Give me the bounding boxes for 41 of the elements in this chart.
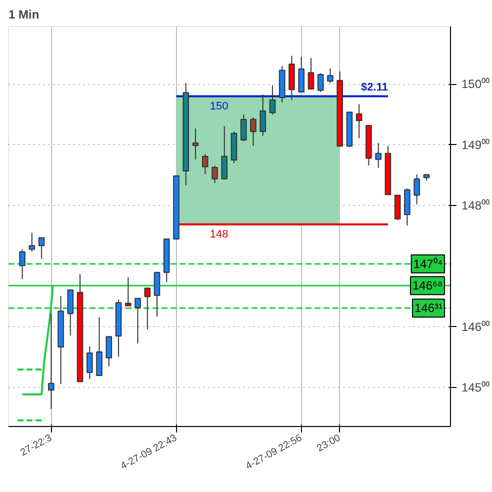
candlestick xyxy=(240,114,247,142)
candlestick xyxy=(394,194,401,221)
ref-line-label: 147⁰⁴ xyxy=(413,256,443,271)
ref-line-label: 146³¹ xyxy=(414,301,443,316)
candlestick xyxy=(67,289,74,336)
series-label: 148 xyxy=(210,228,228,240)
candlestick xyxy=(356,104,362,139)
candlestick xyxy=(48,313,54,410)
candlestick xyxy=(221,126,228,180)
candlestick xyxy=(212,165,218,184)
x-tick-label: 23:00 xyxy=(315,432,343,454)
candlestick xyxy=(375,142,382,168)
candlestick xyxy=(134,298,141,344)
candlestick xyxy=(327,68,334,84)
candlestick xyxy=(269,84,276,116)
candlestick xyxy=(19,248,26,280)
y-tick-label: 148⁰⁰ xyxy=(462,198,490,213)
candlestick xyxy=(414,174,420,205)
candlestick xyxy=(28,232,36,252)
ref-line-label: 146⁶⁸ xyxy=(412,278,443,293)
series-label: 150 xyxy=(210,100,228,112)
chart-title: 1 Min xyxy=(8,8,40,22)
candlestick xyxy=(96,316,102,376)
candlestick xyxy=(317,72,324,93)
candlestick xyxy=(38,237,45,260)
y-tick-label: 146⁰⁰ xyxy=(462,320,490,334)
candlestick xyxy=(298,56,304,93)
annotation: $2.11 xyxy=(361,81,388,94)
candlestick xyxy=(124,276,132,306)
candlestick xyxy=(202,153,208,174)
candlestick xyxy=(144,288,151,330)
y-tick-label: 150⁰⁰ xyxy=(462,77,490,92)
candlestick xyxy=(192,128,199,160)
candlestick xyxy=(106,336,112,367)
candlestick xyxy=(250,117,256,147)
candlestick xyxy=(308,58,314,90)
candlestick xyxy=(86,346,93,380)
candlestick xyxy=(154,272,160,318)
y-tick-label: 149⁰⁰ xyxy=(462,138,490,152)
candlestick xyxy=(260,94,266,136)
y-tick-label: 145⁰⁰ xyxy=(462,380,490,395)
